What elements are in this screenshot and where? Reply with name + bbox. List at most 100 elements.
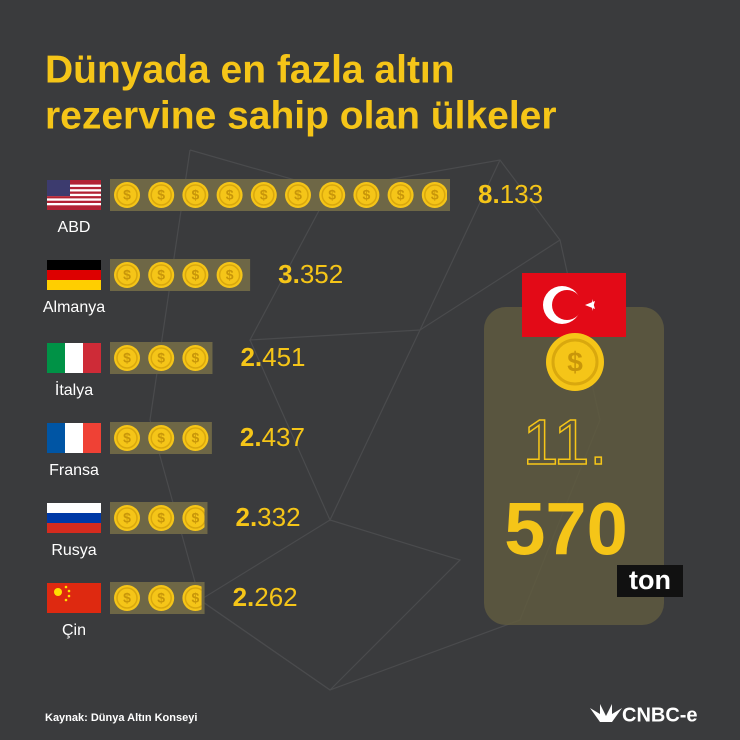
coin-ring — [116, 264, 138, 286]
coin — [114, 505, 140, 531]
coin-ring — [389, 184, 412, 206]
coin-symbol: $ — [123, 187, 131, 203]
coin-ring — [116, 184, 138, 206]
coin-symbol: $ — [192, 430, 200, 446]
coin-symbol: $ — [328, 187, 336, 203]
title: rezervine sahip olan ülkeler — [45, 94, 557, 137]
coin-ring — [287, 184, 309, 206]
coin-ring — [150, 427, 172, 449]
coin-ring — [116, 427, 138, 449]
bar: $ $ $ — [110, 582, 205, 614]
coin — [148, 585, 175, 611]
coin-ring — [184, 264, 207, 286]
coin — [114, 262, 140, 288]
source: Kaynak: Dünya Altın Konseyi — [45, 712, 197, 724]
coin-ring — [184, 184, 207, 206]
highlight-value: 570 — [504, 488, 627, 571]
coin — [114, 182, 140, 208]
coin-symbol: $ — [192, 590, 200, 606]
flag-russia — [47, 503, 101, 533]
coin-ring — [150, 587, 172, 609]
bar: $ $ $ — [110, 502, 208, 534]
coins: $ $ $ — [114, 345, 209, 371]
unit-box — [617, 565, 683, 597]
flag-china — [47, 583, 101, 613]
coin-symbol: $ — [157, 430, 165, 446]
coin — [216, 262, 243, 288]
coin-symbol: $ — [157, 187, 165, 203]
coin-ring — [355, 184, 378, 206]
coins: $ $ $ — [114, 585, 202, 611]
bar: $ $ $ — [110, 342, 213, 374]
coin-ring — [150, 264, 172, 286]
highlight-panel — [484, 307, 664, 625]
highlight-rank: 11. — [523, 406, 607, 478]
country-label: Fransa — [49, 462, 99, 479]
value-label: 8.133 — [478, 179, 543, 209]
bar: $ $ $ — [110, 422, 212, 454]
coin-symbol: $ — [157, 510, 165, 526]
coin-ring — [150, 347, 172, 369]
svg-text:$: $ — [567, 346, 583, 377]
coin-symbol: $ — [363, 187, 371, 203]
flag-usa — [47, 180, 101, 210]
coin-symbol: $ — [431, 187, 439, 203]
coin — [114, 345, 140, 371]
coin — [182, 425, 209, 451]
value-label: 2.332 — [235, 502, 300, 532]
coin — [182, 262, 209, 288]
coin-ring — [184, 347, 207, 369]
coin — [216, 182, 243, 208]
country-label: ABD — [58, 219, 91, 236]
coin — [114, 585, 140, 611]
bar: $ $ $ $ $ $ $ $ $ $ — [110, 179, 450, 211]
coin — [319, 182, 346, 208]
coin — [182, 182, 209, 208]
flag-germany — [47, 260, 101, 290]
highlight-unit: ton — [629, 565, 671, 595]
value-label: 2.262 — [233, 582, 298, 612]
coin — [148, 425, 175, 451]
bar: $ $ $ $ — [110, 259, 251, 291]
coin-symbol: $ — [123, 510, 131, 526]
coin-symbol: $ — [123, 590, 131, 606]
coin-symbol: $ — [123, 267, 131, 283]
coin-symbol: $ — [294, 187, 302, 203]
coins: $ $ $ — [114, 505, 205, 531]
coin — [148, 505, 175, 531]
coin — [285, 182, 311, 208]
coin-ring — [184, 427, 207, 449]
coin — [250, 182, 277, 208]
coin-symbol: $ — [260, 187, 268, 203]
coin-symbol: $ — [192, 510, 200, 526]
country-label: Almanya — [43, 299, 105, 316]
coin — [148, 182, 175, 208]
highlight-coin: $ — [546, 333, 604, 391]
coins: $ $ $ $ $ $ $ $ $ $ — [114, 182, 447, 208]
coin — [353, 182, 380, 208]
value-label: 2.451 — [240, 342, 305, 372]
coin-ring — [184, 507, 205, 529]
title: Dünyada en fazla altın — [45, 48, 455, 91]
value-label: 3.352 — [278, 259, 343, 289]
coins: $ $ $ $ — [114, 262, 243, 288]
coin — [387, 182, 414, 208]
coin-symbol: $ — [192, 350, 200, 366]
coin-symbol: $ — [226, 267, 234, 283]
coin-ring — [184, 587, 202, 609]
coin — [182, 345, 209, 371]
coin — [148, 345, 175, 371]
country-label: Çin — [62, 622, 86, 639]
coin-ring — [116, 587, 138, 609]
logo-icon — [590, 704, 622, 722]
coin-ring — [116, 347, 138, 369]
coin-ring — [150, 507, 172, 529]
coin — [114, 425, 140, 451]
coin-ring — [424, 184, 446, 206]
coin-symbol: $ — [192, 267, 200, 283]
coin-symbol: $ — [397, 187, 405, 203]
coin-symbol: $ — [157, 267, 165, 283]
value-label: 2.437 — [240, 422, 305, 452]
flag-france — [47, 423, 101, 453]
